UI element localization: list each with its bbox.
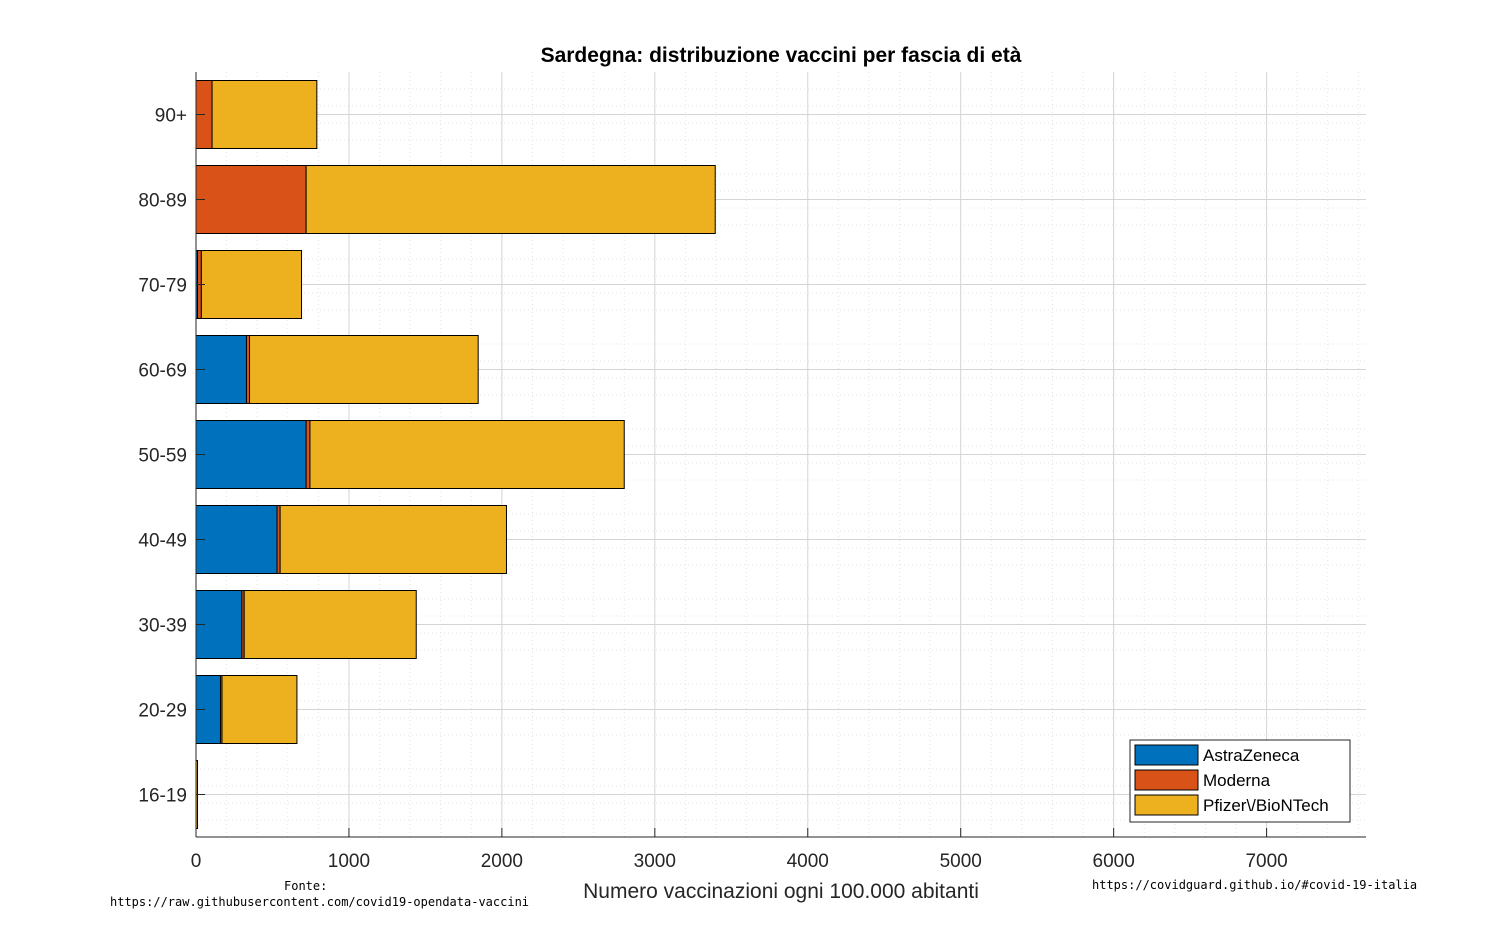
bar-segment [279, 505, 507, 574]
bar-segment [200, 250, 303, 319]
x-axis-label: Numero vaccinazioni ogni 100.000 abitant… [583, 880, 979, 903]
minor-grid [196, 72, 1366, 837]
legend-label: AstraZeneca [1203, 746, 1300, 765]
bar-segment [211, 80, 318, 149]
x-tick-label: 3000 [634, 851, 676, 872]
y-tick-label: 50-59 [138, 446, 187, 467]
source-url: https://raw.githubusercontent.com/covid1… [110, 895, 530, 909]
bar-segment [221, 675, 298, 744]
bar-segment [243, 590, 417, 659]
legend-label: Moderna [1203, 771, 1271, 790]
y-tick-label: 90+ [155, 106, 187, 127]
x-tick-label: 2000 [481, 851, 523, 872]
site-url: https://covidguard.github.io/#covid-19-i… [1092, 878, 1418, 892]
y-tick-label: 80-89 [138, 191, 187, 212]
bar-segment [309, 420, 625, 489]
legend-swatch [1134, 769, 1199, 791]
bar-segment [195, 420, 307, 489]
legend: AstraZeneca Moderna Pfizer\/BioNTech [1129, 739, 1351, 823]
bar-segment [249, 335, 479, 404]
y-tick-label: 40-49 [138, 531, 187, 552]
legend-swatch [1134, 744, 1199, 766]
x-tick-label: 7000 [1245, 851, 1287, 872]
y-tick-label: 30-39 [138, 616, 187, 637]
chart-title: Sardegna: distribuzione vaccini per fasc… [541, 44, 1022, 67]
bar-segment [195, 590, 243, 659]
y-tick-label: 16-19 [138, 786, 187, 807]
axes [195, 72, 1366, 838]
legend-swatch [1134, 794, 1199, 816]
x-tick-label: 4000 [787, 851, 829, 872]
bar-segment [305, 420, 311, 489]
bar-segment [195, 165, 307, 234]
y-tick-label: 70-79 [138, 276, 187, 297]
y-tick-label: 20-29 [138, 701, 187, 722]
bar-segment [305, 165, 716, 234]
x-tick-label: 5000 [940, 851, 982, 872]
bar-segment [195, 505, 278, 574]
legend-label: Pfizer\/BioNTech [1203, 796, 1329, 815]
bars [195, 80, 716, 829]
y-tick-labels: 16-19 20-29 30-39 40-49 50-59 60-69 70-79 80-89… [138, 106, 187, 807]
x-tick-label: 6000 [1093, 851, 1135, 872]
y-tick-label: 60-69 [138, 361, 187, 382]
x-tick-labels: 0 1000 2000 3000 4000 5000 6000 7000 [191, 851, 1288, 872]
x-tick-label: 0 [191, 851, 202, 872]
source-label: Fonte: [284, 879, 328, 893]
x-tick-label: 1000 [328, 851, 370, 872]
